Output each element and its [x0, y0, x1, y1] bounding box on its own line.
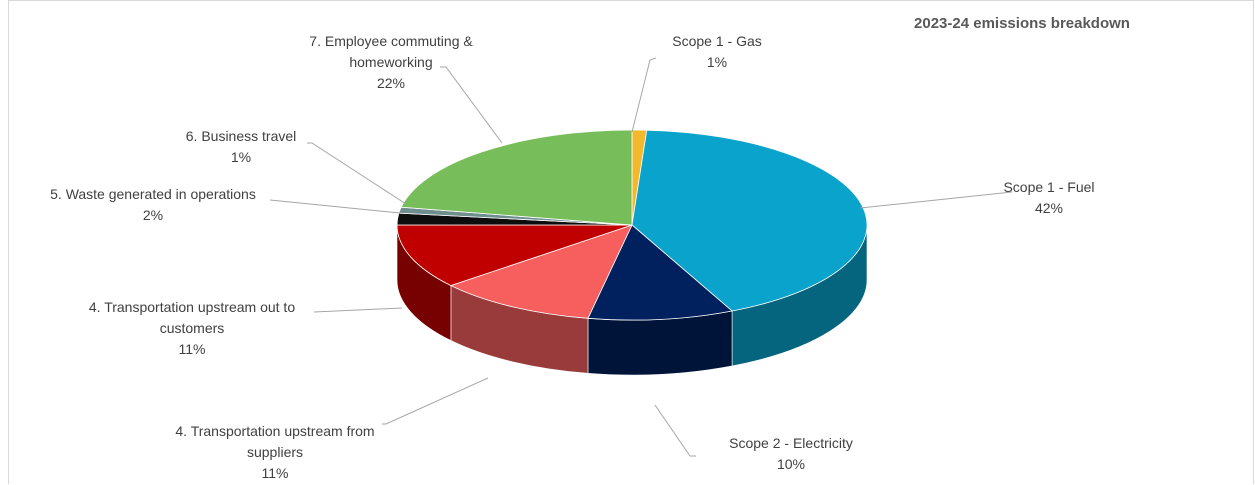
data-label-scope-1-gas-line-1: Scope 1 - Gas [672, 33, 762, 49]
leader-line-4-transportation-upstream-out-to-customers [313, 307, 403, 313]
leader-line-4-transportation-upstream-from-suppliers [382, 377, 489, 425]
data-label-4-transportation-upstream-out-to-customers-line-1: 4. Transportation upstream out to [89, 299, 295, 315]
leader-line-scope-1-fuel [859, 191, 1013, 209]
leader-line-7-employee-commuting-homeworking [440, 66, 503, 144]
data-label-5-waste-generated-in-operations-line-2: 2% [143, 207, 163, 223]
pie-tops [396, 129, 868, 321]
data-label-7-employee-commuting-homeworking-line-2: homeworking [349, 54, 432, 70]
data-label-6-business-travel-line-1: 6. Business travel [186, 128, 297, 144]
pie-side-scope-2-electricity [587, 310, 733, 376]
data-label-4-transportation-upstream-out-to-customers-line-3: 11% [179, 341, 206, 357]
pie-slice-7-employee-commuting-homeworking [400, 129, 633, 226]
leader-line-scope-2-electricity [654, 404, 696, 457]
pie-slice-scope-2-electricity [587, 224, 733, 321]
data-label-scope-2-electricity-line-2: 10% [777, 456, 805, 472]
data-label-scope-1-gas-line-2: 1% [707, 54, 727, 70]
pie-slice-scope-1-fuel [631, 129, 868, 312]
data-label-scope-1-fuel-line-2: 42% [1035, 200, 1063, 216]
data-label-4-transportation-upstream-from-suppliers-line-2: suppliers [247, 444, 303, 460]
pie-slice-4-transportation-upstream-from-suppliers [449, 224, 633, 319]
leader-lines [269, 57, 1013, 457]
data-labels: Scope 1 - Gas 1% Scope 1 - Fuel 42% Scope 2 … [50, 33, 1094, 481]
pie-slice-4-transportation-upstream-out-to-customers [396, 224, 633, 286]
data-label-4-transportation-upstream-from-suppliers-line-1: 4. Transportation upstream from [175, 423, 374, 439]
data-label-scope-1-fuel-line-1: Scope 1 - Fuel [1003, 179, 1094, 195]
pie-sides [396, 224, 868, 376]
data-label-7-employee-commuting-homeworking-line-3: 22% [377, 75, 405, 91]
chart-frame [8, 0, 1254, 484]
data-label-7-employee-commuting-homeworking-line-1: 7. Employee commuting & [309, 33, 473, 49]
data-label-scope-2-electricity-line-1: Scope 2 - Electricity [729, 435, 853, 451]
chart-title: 2023-24 emissions breakdown [914, 15, 1130, 32]
data-label-5-waste-generated-in-operations-line-1: 5. Waste generated in operations [50, 186, 256, 202]
data-label-6-business-travel-line-2: 1% [231, 149, 251, 165]
data-label-4-transportation-upstream-from-suppliers-line-3: 11% [262, 465, 289, 481]
leader-line-scope-1-gas [631, 57, 657, 133]
leader-line-5-waste-generated-in-operations [269, 199, 401, 214]
data-label-4-transportation-upstream-out-to-customers-line-2: customers [160, 320, 225, 336]
leader-line-6-business-travel [307, 142, 407, 205]
